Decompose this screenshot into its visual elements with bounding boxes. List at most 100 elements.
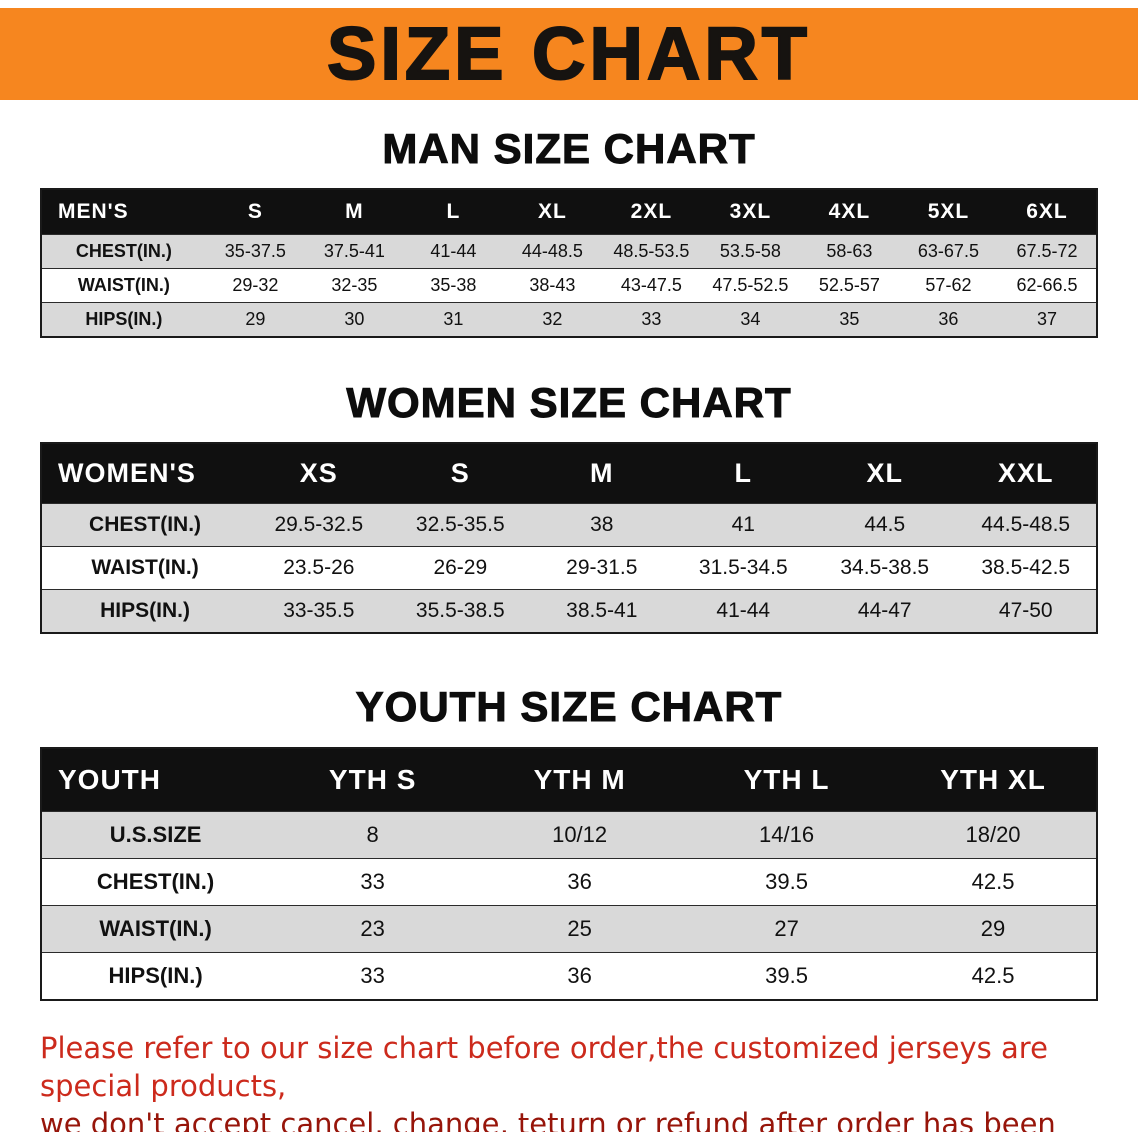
value-cell: 44.5 <box>814 503 956 547</box>
table-row: WAIST(IN.) 23.5-26 26-29 29-31.5 31.5-34.5 34… <box>41 546 1097 590</box>
value-cell: 35-38 <box>403 268 503 303</box>
size-column-header: L <box>403 189 503 235</box>
value-cell: 23 <box>269 904 477 953</box>
value-cell: 29-32 <box>205 268 305 303</box>
value-cell: 14/16 <box>683 810 891 859</box>
table-row: WAIST(IN.) 29-32 32-35 35-38 38-43 43-47.5 47.… <box>41 268 1097 303</box>
size-column-header: YTH XL <box>890 747 1097 812</box>
value-cell: 33 <box>601 302 701 338</box>
size-column-header: XL <box>814 443 956 504</box>
size-column-header: S <box>205 189 305 235</box>
value-cell: 42.5 <box>890 857 1097 906</box>
value-cell: 38.5-41 <box>531 589 673 634</box>
value-cell: 47.5-52.5 <box>700 268 800 303</box>
table-row: U.S.SIZE 8 10/12 14/16 18/20 <box>41 810 1097 859</box>
value-cell: 32.5-35.5 <box>389 503 532 547</box>
value-cell: 38.5-42.5 <box>955 546 1097 590</box>
row-label-cell: CHEST(IN.) <box>41 503 249 547</box>
size-column-header: M <box>304 189 404 235</box>
size-column-header: XS <box>248 443 390 504</box>
disclaimer-line-2: we don't accept cancel, change, teturn o… <box>40 1107 1056 1132</box>
banner: SIZE CHART <box>0 8 1138 100</box>
value-cell: 36 <box>476 857 684 906</box>
value-cell: 41 <box>672 503 815 547</box>
value-cell: 30 <box>304 302 404 338</box>
value-cell: 35-37.5 <box>205 234 305 269</box>
value-cell: 8 <box>269 810 477 859</box>
women-section: WOMEN SIZE CHART WOMEN'S XS S M L XL XXL CHEST(… <box>0 338 1138 635</box>
value-cell: 42.5 <box>890 951 1097 1000</box>
value-cell: 29.5-32.5 <box>248 503 390 547</box>
value-cell: 39.5 <box>683 857 891 906</box>
value-cell: 31 <box>403 302 503 338</box>
size-column-header: M <box>531 443 673 504</box>
value-cell: 37.5-41 <box>304 234 404 269</box>
size-column-header: 6XL <box>997 189 1097 235</box>
value-cell: 36 <box>898 302 998 338</box>
row-label-cell: WAIST(IN.) <box>41 546 249 590</box>
size-column-header: XL <box>502 189 602 235</box>
table-row: HIPS(IN.) 33 36 39.5 42.5 <box>41 951 1097 1000</box>
value-cell: 33 <box>269 951 477 1000</box>
disclaimer-line-1: Please refer to our size chart before or… <box>40 1030 1048 1103</box>
size-chart-page: SIZE CHART MAN SIZE CHART MEN'S S M L XL 2XL 3… <box>0 8 1138 1132</box>
row-label-cell: U.S.SIZE <box>41 810 270 859</box>
size-column-header: YTH L <box>683 747 891 812</box>
value-cell: 35.5-38.5 <box>389 589 532 634</box>
row-label-cell: CHEST(IN.) <box>41 234 206 269</box>
value-cell: 38-43 <box>502 268 602 303</box>
table-title-cell: MEN'S <box>41 189 206 235</box>
value-cell: 53.5-58 <box>700 234 800 269</box>
size-column-header: XXL <box>955 443 1097 504</box>
table-row: CHEST(IN.) 35-37.5 37.5-41 41-44 44-48.5 48.5… <box>41 234 1097 269</box>
table-row: HIPS(IN.) 29 30 31 32 33 34 35 36 37 <box>41 302 1097 338</box>
value-cell: 38 <box>531 503 673 547</box>
table-row: CHEST(IN.) 29.5-32.5 32.5-35.5 38 41 44.5 44.5… <box>41 503 1097 547</box>
row-label-cell: WAIST(IN.) <box>41 268 206 303</box>
row-label-cell: HIPS(IN.) <box>41 589 249 634</box>
row-label-cell: HIPS(IN.) <box>41 302 206 338</box>
value-cell: 44.5-48.5 <box>955 503 1097 547</box>
size-column-header: 3XL <box>700 189 800 235</box>
men-section: MAN SIZE CHART MEN'S S M L XL 2XL 3XL 4XL 5XL 6XL… <box>0 100 1138 339</box>
value-cell: 41-44 <box>403 234 503 269</box>
row-label-cell: WAIST(IN.) <box>41 904 270 953</box>
value-cell: 10/12 <box>476 810 684 859</box>
value-cell: 27 <box>683 904 891 953</box>
disclaimer: Please refer to our size chart before or… <box>40 1029 1138 1132</box>
youth-size-table: YOUTH YTH S YTH M YTH L YTH XL U.S.SIZE 8 10/12… <box>40 746 1098 1001</box>
value-cell: 44-48.5 <box>502 234 602 269</box>
size-column-header: YTH M <box>476 747 684 812</box>
page-title: SIZE CHART <box>326 12 811 95</box>
womens-size-table: WOMEN'S XS S M L XL XXL CHEST(IN.) 29.5-32.5 32.5… <box>40 442 1098 635</box>
size-column-header: 2XL <box>601 189 701 235</box>
row-label-cell: HIPS(IN.) <box>41 951 270 1000</box>
table-title-cell: YOUTH <box>41 747 270 812</box>
table-header-row: YOUTH YTH S YTH M YTH L YTH XL <box>41 747 1097 812</box>
value-cell: 23.5-26 <box>248 546 390 590</box>
value-cell: 57-62 <box>898 268 998 303</box>
value-cell: 37 <box>997 302 1097 338</box>
row-label-cell: CHEST(IN.) <box>41 857 270 906</box>
youth-section: YOUTH SIZE CHART YOUTH YTH S YTH M YTH L YTH… <box>0 634 1138 1001</box>
value-cell: 58-63 <box>799 234 899 269</box>
value-cell: 33-35.5 <box>248 589 390 634</box>
value-cell: 32-35 <box>304 268 404 303</box>
women-section-heading: WOMEN SIZE CHART <box>346 379 792 427</box>
value-cell: 48.5-53.5 <box>601 234 701 269</box>
table-title-cell: WOMEN'S <box>41 443 249 504</box>
men-section-heading: MAN SIZE CHART <box>382 125 756 172</box>
value-cell: 62-66.5 <box>997 268 1097 303</box>
value-cell: 41-44 <box>672 589 815 634</box>
table-row: CHEST(IN.) 33 36 39.5 42.5 <box>41 857 1097 906</box>
value-cell: 39.5 <box>683 951 891 1000</box>
size-column-header: 5XL <box>898 189 998 235</box>
value-cell: 36 <box>476 951 684 1000</box>
size-column-header: L <box>672 443 815 504</box>
table-row: WAIST(IN.) 23 25 27 29 <box>41 904 1097 953</box>
table-header-row: MEN'S S M L XL 2XL 3XL 4XL 5XL 6XL <box>41 189 1097 235</box>
value-cell: 47-50 <box>955 589 1097 634</box>
value-cell: 44-47 <box>814 589 956 634</box>
value-cell: 26-29 <box>389 546 532 590</box>
value-cell: 67.5-72 <box>997 234 1097 269</box>
